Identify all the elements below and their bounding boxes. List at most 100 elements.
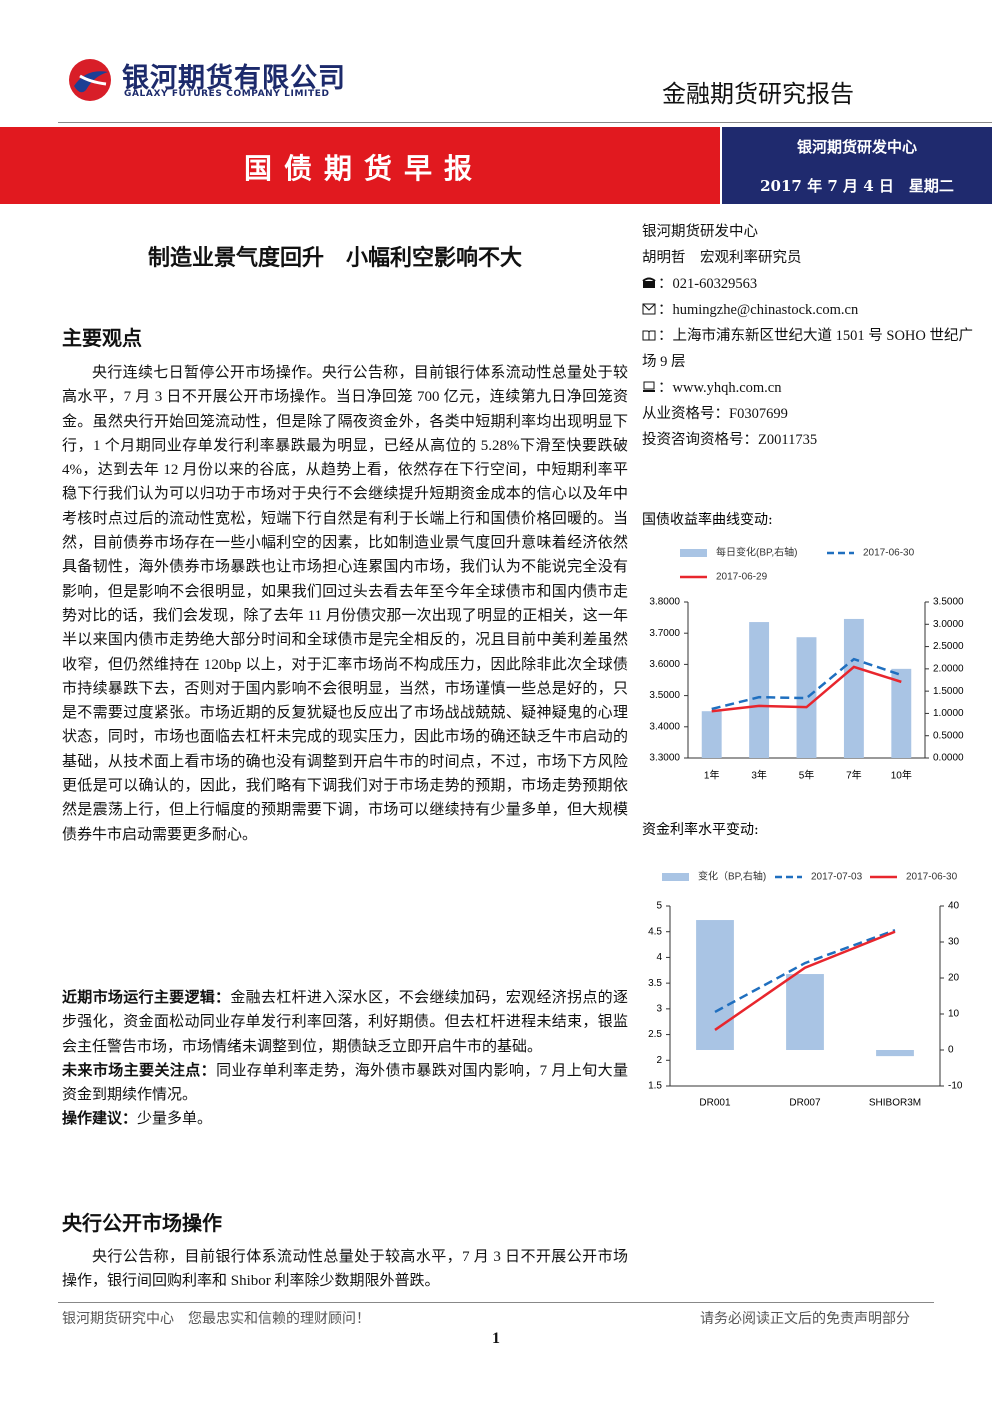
x-tick-label: SHIBOR3M: [869, 1098, 921, 1109]
report-type: 金融期货研究报告: [662, 80, 854, 108]
point-label: 未来市场主要关注点：: [62, 1062, 217, 1079]
bar: [843, 618, 864, 758]
bar: [876, 1050, 914, 1057]
contact-advisory: 投资咨询资格号：Z0011735: [642, 432, 818, 448]
y-tick-label: 5: [656, 901, 662, 912]
line: [714, 928, 896, 1014]
bar: [701, 711, 722, 758]
point: 未来市场主要关注点：同业存单利率走势，海外债市暴跌对国内影响，7 月上旬大量资金…: [62, 1059, 628, 1108]
y2-tick-label: 3.0000: [933, 619, 964, 630]
y-tick-label: 3.7000: [649, 628, 680, 639]
line: [711, 657, 902, 711]
x-tick-label: 7年: [846, 769, 862, 782]
website: ：www.yhqh.com.cn: [658, 380, 782, 396]
legend-swatch: [662, 873, 689, 881]
company-name: 银河期货有限公司: [122, 63, 346, 94]
legend-label: 2017-06-30: [863, 548, 915, 559]
computer-icon: [643, 381, 655, 392]
x-tick-label: 3年: [751, 769, 767, 782]
y2-tick-label: 0.0000: [933, 753, 964, 764]
paragraph: 央行连续七日暂停公开市场操作。央行公告称，目前银行体系流动性总量处于较高水平，7…: [62, 365, 628, 843]
email: ：humingzhe@chinastock.com.cn: [658, 302, 859, 318]
phone: ：021-60329563: [658, 276, 758, 292]
footer-rule: [58, 1302, 934, 1303]
article-title: 制造业景气度回升 小幅利空影响不大: [147, 245, 522, 271]
y2-tick-label: 30: [948, 937, 960, 948]
banner-navy: [722, 127, 992, 204]
y-tick-label: 3.8000: [649, 597, 680, 608]
point: 操作建议：少量多单。: [62, 1107, 628, 1131]
page-number: 1: [492, 1330, 500, 1347]
x-tick-label: 5年: [799, 769, 815, 782]
legend-label: 2017-06-30: [906, 872, 958, 883]
bar: [786, 974, 824, 1050]
phone-icon: [642, 277, 656, 288]
y-tick-label: 4.5: [648, 926, 662, 937]
bar: [796, 637, 817, 758]
mail-icon: [642, 303, 656, 315]
paragraph: 央行公告称，目前银行体系流动性总量处于较高水平，7 月 3 日不开展公开市场操作…: [62, 1249, 628, 1290]
point-text: 少量多单。: [137, 1111, 213, 1128]
line: [711, 665, 902, 713]
contact-phone: ：021-60329563: [642, 271, 987, 297]
book-icon: [642, 330, 656, 341]
y2-tick-label: 3.5000: [933, 597, 964, 608]
banner-date: 2017 年 7 月 4 日 星期二: [760, 177, 954, 195]
y2-tick-label: 1.5000: [933, 686, 964, 697]
y2-tick-label: 2.0000: [933, 663, 964, 674]
banner-title: 国债期货早报: [244, 152, 485, 185]
y-tick-label: 3.5000: [649, 690, 680, 701]
x-tick-label: 10年: [891, 769, 912, 782]
contact-address: ：上海市浦东新区世纪大道 1501 号 SOHO 世纪广场 9 层: [642, 323, 987, 375]
y2-tick-label: 10: [948, 1009, 960, 1020]
y-tick-label: 2: [656, 1055, 662, 1066]
y-tick-label: 3.3000: [649, 753, 680, 764]
contact-website: ：www.yhqh.com.cn: [642, 375, 987, 401]
section-heading: 央行公开市场操作: [62, 1213, 222, 1235]
y-tick-label: 3.6000: [649, 659, 680, 670]
y2-tick-label: 0.5000: [933, 730, 964, 741]
bar: [749, 622, 770, 758]
bar: [696, 920, 734, 1050]
point-label: 操作建议：: [62, 1111, 138, 1128]
chart-title: 国债收益率曲线变动:: [642, 511, 773, 528]
legend-label: 每日变化(BP,右轴): [716, 546, 798, 559]
y2-tick-label: -10: [948, 1081, 963, 1092]
point-text: 金融去杠杆进入深水区，不会继续加码，宏观经济拐点的逐步强化，资金面松动同业存单发…: [62, 990, 628, 1055]
x-tick-label: 1年: [704, 769, 720, 782]
line: [714, 930, 896, 1031]
y-tick-label: 3.5: [648, 978, 662, 989]
company-name-en: GALAXY FUTURES COMPANY LIMITED: [124, 89, 330, 99]
y-tick-label: 2.5: [648, 1029, 662, 1040]
legend-label: 2017-06-29: [716, 572, 768, 583]
contact-block: 银河期货研发中心 胡明哲 宏观利率研究员 ：021-60329563 ：humi…: [642, 219, 987, 453]
point-text: 同业存单利率走势，海外债市暴跌对国内影响，7 月上旬大量资金到期续作情况。: [62, 1062, 628, 1104]
y-tick-label: 3: [656, 1003, 662, 1014]
y2-tick-label: 20: [948, 973, 960, 984]
y-tick-label: 3.4000: [649, 721, 680, 732]
contact-license: 从业资格号：F0307699: [642, 406, 788, 422]
x-tick-label: DR007: [789, 1098, 821, 1109]
y2-tick-label: 2.5000: [933, 641, 964, 652]
bar: [891, 668, 912, 758]
header-rule: [58, 122, 992, 123]
legend-label: 变化（BP,右轴): [698, 870, 766, 883]
y2-tick-label: 0: [948, 1045, 954, 1056]
legend-label: 2017-07-03: [811, 872, 863, 883]
y2-tick-label: 40: [948, 901, 960, 912]
section-heading: 主要观点: [62, 328, 142, 350]
legend-swatch: [680, 549, 707, 557]
footer-right: 请务必阅读正文后的免责声明部分: [700, 1311, 910, 1327]
banner-center: 银河期货研发中心: [796, 138, 917, 156]
chart-title: 资金利率水平变动:: [642, 821, 759, 838]
y2-tick-label: 1.0000: [933, 708, 964, 719]
contact-email: ：humingzhe@chinastock.com.cn: [642, 297, 987, 323]
contact-center: 银河期货研发中心: [642, 224, 758, 240]
banner-red: [0, 127, 720, 204]
contact-analyst: 胡明哲 宏观利率研究员: [642, 250, 802, 266]
y-tick-label: 4: [656, 952, 662, 963]
key-points: 近期市场运行主要逻辑：金融去杠杆进入深水区，不会继续加码，宏观经济拐点的逐步强化…: [62, 986, 628, 1132]
footer-left: 银河期货研究中心 您最忠实和信赖的理财顾问！: [62, 1311, 370, 1327]
